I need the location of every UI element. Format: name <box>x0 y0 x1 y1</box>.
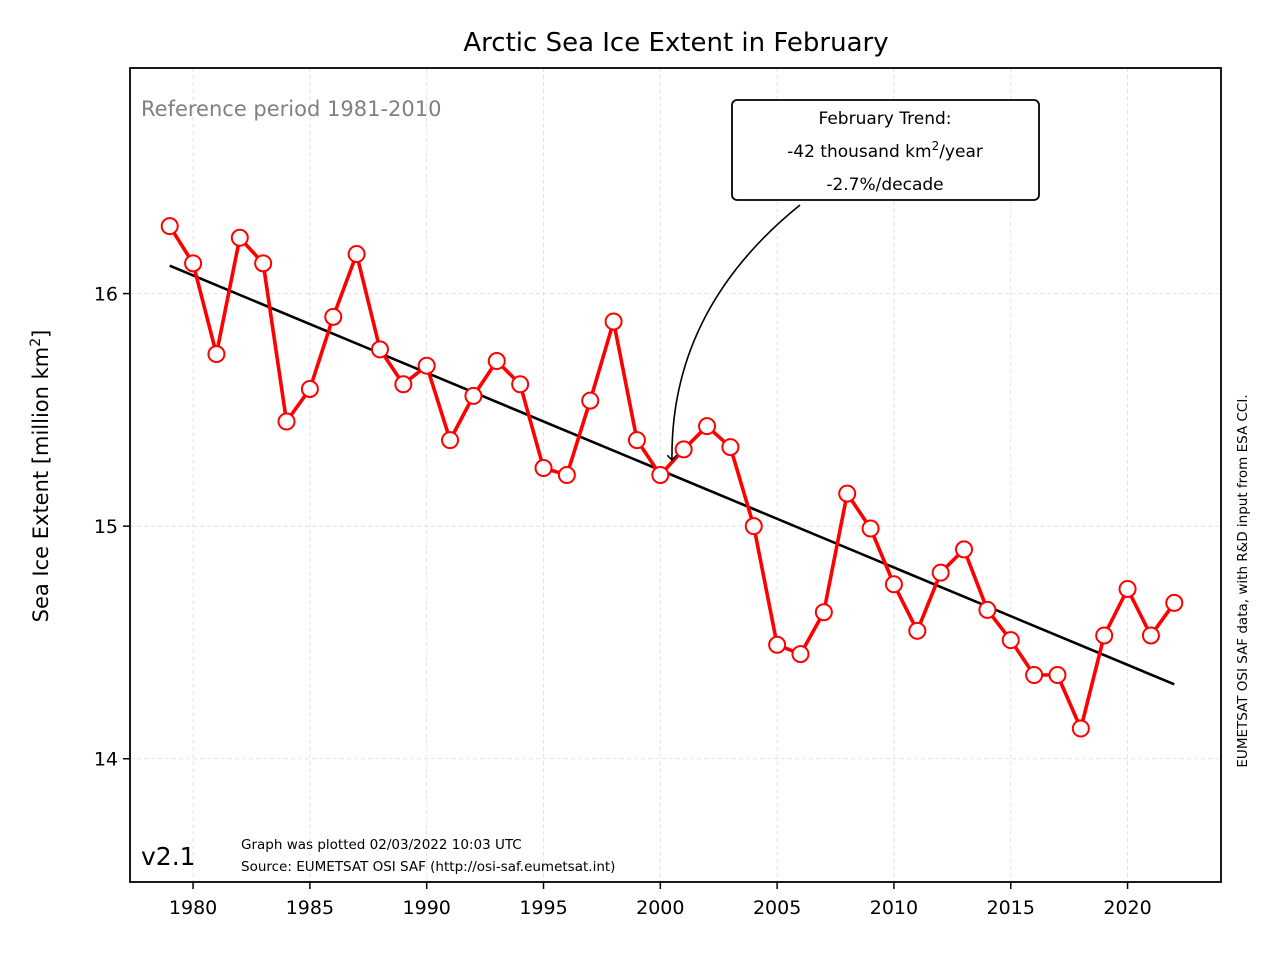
data-point <box>1095 626 1114 645</box>
x-tick-label: 2000 <box>636 897 684 919</box>
data-point <box>698 417 717 436</box>
data-point <box>370 340 389 359</box>
data-point <box>300 379 319 398</box>
trend-line-group <box>169 264 1175 686</box>
side-credit-note: EUMETSAT OSI SAF data, with R&D input fr… <box>1235 394 1251 767</box>
data-point <box>394 375 413 394</box>
data-point <box>651 466 670 484</box>
data-point <box>908 621 927 640</box>
data-point <box>1141 626 1160 645</box>
x-tick-label: 2020 <box>1103 897 1151 919</box>
data-point <box>184 254 203 273</box>
plot-frame <box>129 67 1222 883</box>
y-tick-label: 16 <box>94 284 118 306</box>
data-point <box>230 228 249 247</box>
data-point <box>861 519 880 538</box>
trend-annotation-box: February Trend: -42 thousand km2/year -2… <box>731 99 1040 201</box>
data-point <box>557 466 576 484</box>
data-point <box>674 440 693 459</box>
data-point <box>1165 593 1184 612</box>
grid <box>130 68 1221 882</box>
data-point <box>955 540 974 559</box>
x-axis-ticks: 1980 1985 1990 1995 2000 2005 2010 2015 2020 <box>169 882 1152 919</box>
data-point <box>207 345 226 364</box>
x-tick-label: 2015 <box>987 897 1035 919</box>
annotation-line-1: February Trend: <box>819 109 952 129</box>
annotation-line-3: -2.7%/decade <box>826 175 943 195</box>
x-tick-label: 1990 <box>403 897 451 919</box>
data-point <box>1025 666 1044 685</box>
plotted-date-note: Graph was plotted 02/03/2022 10:03 UTC <box>241 837 522 853</box>
x-tick-label: 1985 <box>286 897 334 919</box>
reference-period-note: Reference period 1981-2010 <box>141 97 441 121</box>
data-point <box>768 635 787 654</box>
data-point <box>978 600 997 619</box>
data-point <box>721 438 740 457</box>
data-point <box>838 484 857 503</box>
y-axis-ticks: 14 15 16 <box>94 284 130 771</box>
y-axis-label: Sea Ice Extent [million km2] <box>28 330 53 623</box>
chart-title: Arctic Sea Ice Extent in February <box>463 28 888 58</box>
data-point <box>744 517 763 536</box>
data-point <box>324 307 343 326</box>
series-group <box>160 217 1184 738</box>
source-note: Source: EUMETSAT OSI SAF (http://osi-saf… <box>241 859 615 875</box>
data-point <box>627 431 646 450</box>
data-point <box>277 412 296 431</box>
data-point <box>417 356 436 375</box>
data-point <box>441 431 460 450</box>
y-tick-label: 14 <box>94 749 118 771</box>
data-point <box>487 352 506 371</box>
x-tick-label: 1980 <box>169 897 217 919</box>
data-point <box>884 575 903 594</box>
data-point <box>347 245 366 264</box>
x-tick-label: 1995 <box>519 897 567 919</box>
data-point <box>511 375 530 394</box>
version-label: v2.1 <box>141 842 196 871</box>
data-point <box>791 645 810 664</box>
x-tick-label: 2010 <box>870 897 918 919</box>
data-point <box>1001 631 1020 650</box>
data-point <box>464 386 483 405</box>
data-point <box>534 459 553 478</box>
data-point <box>1118 579 1137 598</box>
data-point <box>1048 666 1067 685</box>
data-point <box>160 217 179 236</box>
data-point <box>581 391 600 410</box>
annotation-line-2: -42 thousand km2/year <box>787 139 983 162</box>
trend-annotation-arrow <box>672 204 801 460</box>
y-tick-label: 15 <box>94 516 118 538</box>
series-line <box>168 225 1176 731</box>
annotation-box-frame <box>731 99 1040 201</box>
data-point <box>604 312 623 331</box>
data-point <box>1071 719 1090 738</box>
data-point <box>931 563 950 582</box>
trend-line <box>169 264 1175 686</box>
data-point <box>254 254 273 273</box>
x-tick-label: 2005 <box>753 897 801 919</box>
data-point <box>814 603 833 622</box>
